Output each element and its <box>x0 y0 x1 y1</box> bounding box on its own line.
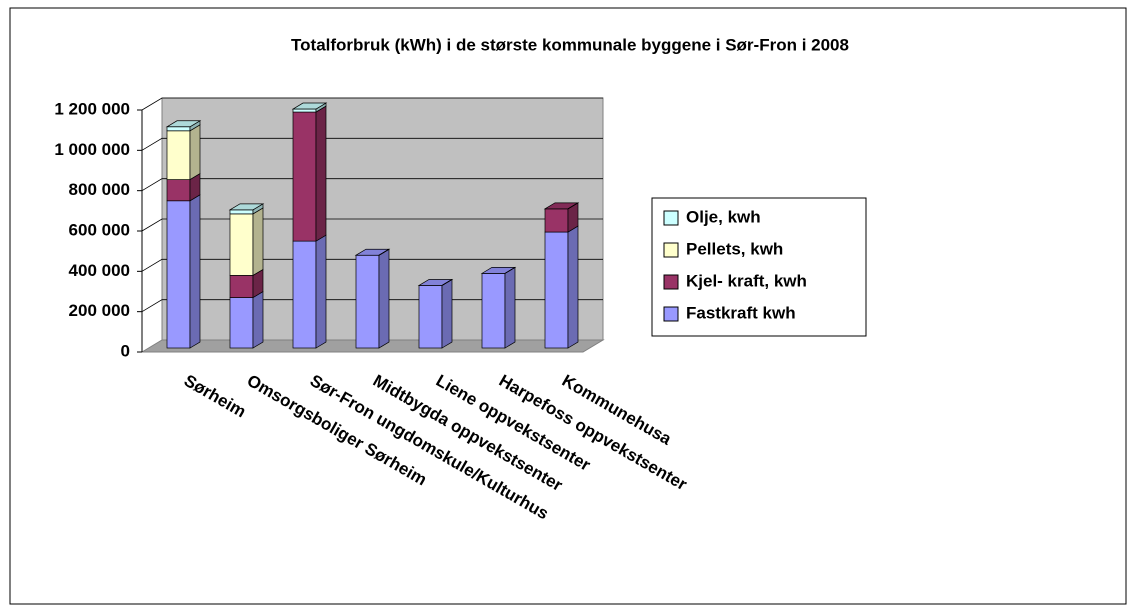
bar-side <box>189 124 201 181</box>
legend <box>651 197 867 337</box>
grid-line <box>141 218 603 232</box>
bar-side <box>504 266 516 349</box>
y-tick-label: 1 000 000 <box>54 140 130 159</box>
bar-segment <box>229 213 254 276</box>
grid-line <box>141 299 603 313</box>
bar-segment <box>292 111 317 242</box>
chart-title: Totalforbruk (kWh) i de største kommunal… <box>291 35 849 54</box>
bar-side <box>378 248 390 349</box>
bar-side <box>567 225 579 349</box>
legend-label: Olje, kwh <box>686 207 761 226</box>
bar-segment <box>292 108 317 113</box>
bar-segment <box>292 240 317 349</box>
bar-side <box>567 202 579 210</box>
bar-side <box>315 105 327 242</box>
legend-label: Kjel- kraft, kwh <box>686 271 807 290</box>
bar-segment <box>229 297 254 349</box>
bar-segment <box>229 209 254 215</box>
bar-side <box>378 248 390 256</box>
bar-segment <box>481 273 506 349</box>
legend-swatch <box>663 274 679 290</box>
y-tick-label: 400 000 <box>69 261 130 280</box>
bar-segment <box>544 208 569 233</box>
grid-line <box>141 258 603 272</box>
bar-segment <box>166 130 191 180</box>
bar-top <box>165 120 202 128</box>
bar-side <box>252 290 264 349</box>
y-tick-label: 200 000 <box>69 301 130 320</box>
bar-side <box>315 234 327 349</box>
bar-segment <box>229 275 254 298</box>
legend-swatch <box>663 306 679 322</box>
bar-segment <box>355 254 380 349</box>
grid-line <box>141 137 603 151</box>
bar-side <box>252 207 264 277</box>
bar-side <box>441 278 453 349</box>
bar-segment <box>418 285 443 349</box>
legend-swatch <box>663 242 679 258</box>
legend-label: Pellets, kwh <box>686 239 783 258</box>
bar-side <box>504 267 516 274</box>
y-tick-label: 1 200 000 <box>54 99 130 118</box>
bar-side <box>189 194 201 349</box>
legend-swatch <box>663 210 679 226</box>
grid-line <box>141 178 603 192</box>
grid-line <box>141 97 603 111</box>
y-tick-label: 800 000 <box>69 180 130 199</box>
legend-label: Fastkraft kwh <box>686 303 796 322</box>
y-tick-label: 0 <box>121 341 130 360</box>
bar-segment <box>544 231 569 349</box>
bar-top <box>228 203 265 211</box>
bar-segment <box>166 126 191 132</box>
y-tick-label: 600 000 <box>69 220 130 239</box>
bar-side <box>441 279 453 286</box>
bar-segment <box>166 200 191 349</box>
bar-segment <box>166 179 191 202</box>
bar-top <box>291 102 328 110</box>
